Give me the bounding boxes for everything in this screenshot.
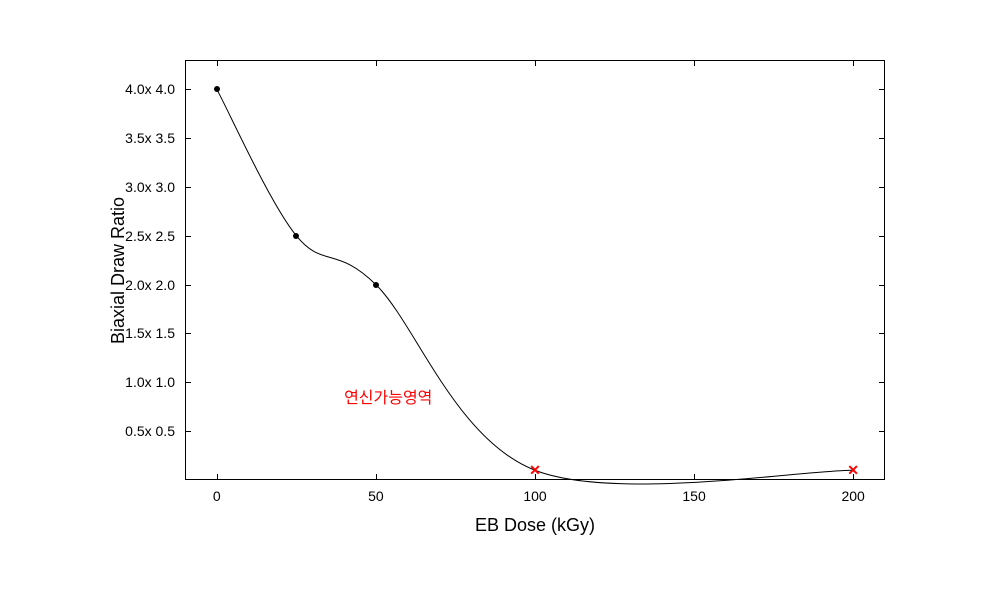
x-tick-mark-top	[535, 60, 536, 66]
y-tick-label: 3.0x 3.0	[125, 179, 175, 195]
y-tick-label: 4.0x 4.0	[125, 81, 175, 97]
annotation-text: 연신가능영역	[344, 384, 432, 408]
y-tick-mark	[185, 89, 191, 90]
data-point-x: ✕	[847, 463, 859, 477]
y-tick-mark	[185, 431, 191, 432]
data-point-x: ✕	[529, 463, 541, 477]
x-tick-label: 50	[361, 488, 391, 504]
x-tick-mark	[694, 474, 695, 480]
y-tick-mark-right	[879, 89, 885, 90]
y-tick-label: 2.5x 2.5	[125, 228, 175, 244]
y-tick-label: 1.0x 1.0	[125, 374, 175, 390]
y-tick-mark	[185, 382, 191, 383]
x-tick-mark-top	[694, 60, 695, 66]
x-tick-label: 0	[202, 488, 232, 504]
x-tick-label: 100	[520, 488, 550, 504]
y-tick-mark-right	[879, 431, 885, 432]
y-tick-mark-right	[879, 333, 885, 334]
plot-area	[185, 60, 885, 480]
y-tick-mark-right	[879, 138, 885, 139]
y-axis-label: Biaxial Draw Ratio	[108, 197, 129, 344]
y-tick-mark	[185, 138, 191, 139]
x-axis-label: EB Dose (kGy)	[475, 515, 595, 536]
y-tick-mark	[185, 333, 191, 334]
data-point-dot	[373, 282, 379, 288]
y-tick-label: 3.5x 3.5	[125, 130, 175, 146]
x-tick-label: 200	[838, 488, 868, 504]
y-tick-mark	[185, 236, 191, 237]
y-tick-label: 2.0x 2.0	[125, 277, 175, 293]
y-tick-mark-right	[879, 236, 885, 237]
y-tick-mark-right	[879, 382, 885, 383]
y-tick-mark-right	[879, 187, 885, 188]
chart-container: Biaxial Draw Ratio EB Dose (kGy) 연신가능영역 …	[0, 0, 988, 593]
x-tick-mark-top	[217, 60, 218, 66]
y-tick-mark	[185, 187, 191, 188]
y-tick-label: 1.5x 1.5	[125, 325, 175, 341]
x-tick-label: 150	[679, 488, 709, 504]
data-point-dot	[293, 233, 299, 239]
x-tick-mark	[376, 474, 377, 480]
data-point-dot	[214, 86, 220, 92]
y-tick-mark	[185, 285, 191, 286]
y-tick-label: 0.5x 0.5	[125, 423, 175, 439]
x-tick-mark	[217, 474, 218, 480]
x-tick-mark-top	[376, 60, 377, 66]
y-tick-mark-right	[879, 285, 885, 286]
x-tick-mark-top	[853, 60, 854, 66]
